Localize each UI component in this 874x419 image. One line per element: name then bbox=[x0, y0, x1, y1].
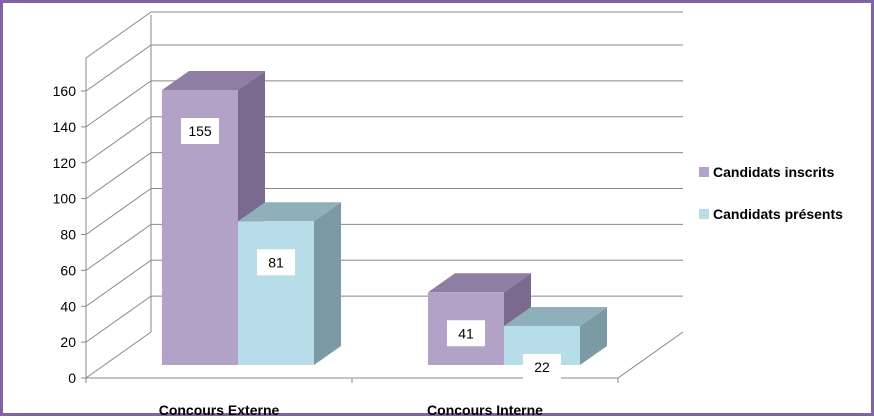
data-label: 155 bbox=[181, 118, 219, 144]
side-gridline bbox=[85, 11, 152, 59]
legend-swatch bbox=[699, 167, 709, 177]
legend-label: Candidats inscrits bbox=[713, 164, 835, 180]
y-tick-label: 80 bbox=[60, 227, 76, 243]
data-label-box bbox=[181, 118, 219, 144]
data-label-box bbox=[523, 353, 561, 380]
data-label-text: 22 bbox=[534, 359, 550, 375]
legend-label: Candidats présents bbox=[713, 206, 843, 222]
y-tick-label: 100 bbox=[53, 191, 77, 207]
legend-item: Candidats inscrits bbox=[699, 164, 835, 180]
y-tick-label: 160 bbox=[53, 83, 77, 99]
side-gridline bbox=[85, 116, 152, 164]
side-gridline bbox=[85, 223, 152, 271]
data-label: 41 bbox=[447, 320, 485, 347]
bar-side bbox=[314, 202, 341, 365]
bar-side bbox=[580, 306, 607, 365]
bar-top bbox=[504, 306, 607, 326]
y-tick-label: 0 bbox=[68, 370, 76, 386]
data-label-text: 155 bbox=[188, 123, 212, 139]
y-tick-label: 40 bbox=[60, 298, 76, 314]
x-tick-label: Concours Interne bbox=[427, 402, 543, 418]
data-label: 81 bbox=[257, 249, 295, 276]
x-tick-label: Concours Externe bbox=[159, 402, 280, 418]
side-gridline bbox=[85, 152, 152, 200]
floor-edge bbox=[617, 331, 684, 379]
data-labels: 155 41 81 22 bbox=[181, 118, 561, 380]
y-tick-label: 60 bbox=[60, 262, 76, 278]
bar-top bbox=[238, 202, 341, 222]
bar bbox=[238, 202, 341, 365]
bar-front bbox=[238, 221, 314, 365]
data-label-box bbox=[257, 249, 295, 276]
bar-top bbox=[162, 71, 265, 90]
side-gridline bbox=[85, 331, 152, 379]
bars bbox=[162, 71, 607, 365]
data-label-box bbox=[447, 320, 485, 347]
side-gridline bbox=[85, 44, 152, 92]
side-gridline bbox=[85, 295, 152, 343]
side-gridline bbox=[85, 188, 152, 235]
axes: 0 20 40 60 80 100 120 140 160 Concours Externe Con… bbox=[53, 58, 684, 418]
y-tick-label: 20 bbox=[60, 334, 76, 350]
side-gridline bbox=[85, 259, 152, 307]
legend-item: Candidats présents bbox=[699, 206, 843, 222]
bar-chart: 0 20 40 60 80 100 120 140 160 Concours Externe Con… bbox=[53, 11, 843, 418]
data-label: 22 bbox=[523, 353, 561, 380]
y-tick-label: 140 bbox=[53, 119, 77, 135]
legend-swatch bbox=[699, 209, 709, 219]
legend: Candidats inscrits Candidats présents bbox=[699, 164, 843, 222]
data-label-text: 81 bbox=[268, 254, 284, 270]
side-gridline bbox=[85, 80, 152, 128]
y-tick-label: 120 bbox=[53, 155, 77, 171]
data-label-text: 41 bbox=[458, 325, 474, 341]
bar-top bbox=[428, 273, 531, 293]
